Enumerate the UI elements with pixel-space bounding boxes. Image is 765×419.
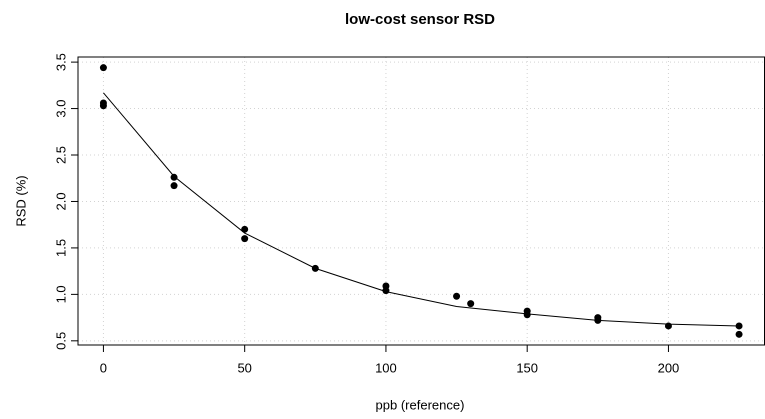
x-tick-label: 200 [658,360,680,375]
point [523,311,531,319]
point [453,292,461,300]
y-tick-label: 1.5 [53,239,68,257]
y-tick-label: 3.0 [53,100,68,118]
x-tick-label: 50 [237,360,251,375]
plot-frame [77,56,765,346]
point [170,182,178,190]
point [99,64,107,72]
y-tick-label: 3.5 [53,53,68,71]
y-axis-label: RSD (%) [13,175,28,226]
point [241,235,249,243]
y-tick-label: 2.0 [53,192,68,210]
x-tick-label: 0 [100,360,107,375]
point [99,102,107,110]
fit-line [103,92,740,327]
x-axis-label: ppb (reference) [376,397,465,412]
y-tick-label: 1.0 [53,285,68,303]
x-tick-label: 150 [516,360,538,375]
point [241,225,249,233]
chart-title: low-cost sensor RSD [345,11,495,28]
y-tick-label: 0.5 [53,332,68,350]
point [735,330,743,338]
y-tick-label: 2.5 [53,146,68,164]
point [170,173,178,181]
x-tick-label: 100 [375,360,397,375]
point [467,300,475,308]
